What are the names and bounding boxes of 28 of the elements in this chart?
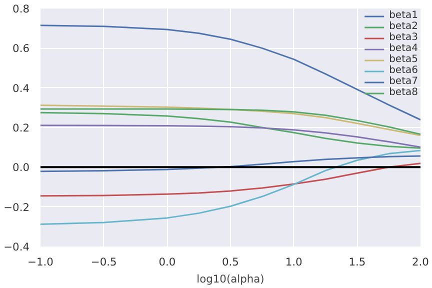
y-tick-label: 0.6	[12, 42, 30, 56]
x-tick-label: −1.0	[28, 256, 54, 268]
x-tick-label: −0.5	[90, 256, 117, 268]
legend-label: beta3	[389, 32, 418, 43]
legend-label: beta7	[389, 76, 418, 87]
legend-label: beta4	[389, 43, 418, 54]
x-tick-label: 1.5	[348, 256, 366, 268]
y-tick-label: −0.2	[4, 200, 30, 214]
legend-label: beta8	[389, 87, 418, 98]
legend-label: beta1	[389, 10, 418, 21]
x-tick-label: 0.0	[158, 256, 176, 268]
line-series	[40, 124, 420, 148]
y-tick-label: 0.0	[12, 161, 30, 174]
legend-label: beta6	[389, 65, 418, 76]
x-tick-label: 1.0	[285, 256, 303, 268]
x-tick-label: 2.0	[412, 256, 430, 268]
legend-label: beta2	[389, 21, 418, 32]
x-axis-title: log10(alpha)	[196, 272, 264, 286]
line-series	[40, 150, 420, 226]
line-series	[40, 162, 420, 197]
legend-label: beta5	[389, 54, 418, 65]
y-tick-label: 0.8	[12, 2, 30, 16]
x-tick-label: 0.5	[222, 256, 239, 268]
y-tick-label: 0.4	[12, 82, 30, 95]
line-series	[40, 112, 420, 149]
y-tick-label: −0.4	[4, 240, 30, 254]
y-tick-label: 0.2	[12, 122, 30, 134]
line-series	[40, 155, 420, 172]
